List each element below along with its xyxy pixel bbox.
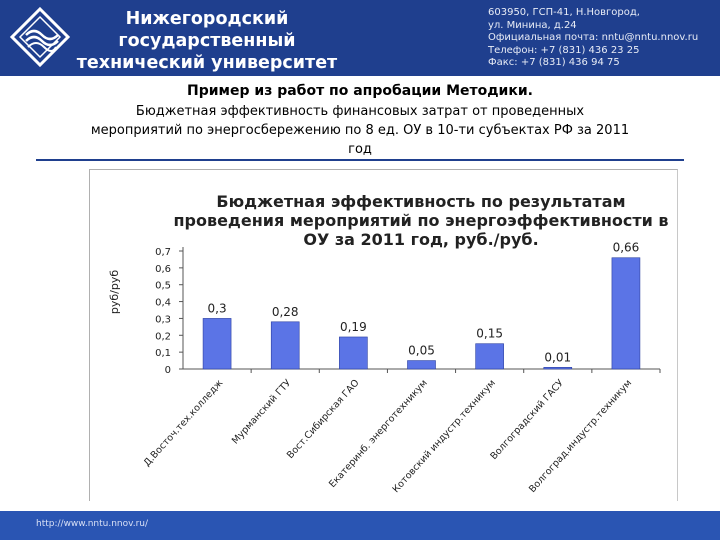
bar (339, 336, 368, 370)
y-tick-label: 0,4 (155, 298, 171, 309)
y-tick-label: 0,2 (155, 331, 171, 342)
chart-frame (89, 169, 678, 501)
x-tick-label: Д.Восточ.тех.колледж (142, 377, 226, 468)
bar-value-label: 0,3 (208, 301, 227, 315)
y-tick-label: 0,6 (155, 264, 171, 275)
slide-title-block: Пример из работ по апробации Методики. Б… (20, 82, 700, 159)
bar (270, 321, 300, 370)
y-axis-label: руб/руб (108, 270, 121, 314)
header-banner: Нижегородский государственный технически… (0, 0, 720, 95)
bar-value-label: 0,28 (272, 305, 299, 319)
bar (407, 360, 436, 370)
title-divider (36, 159, 684, 161)
bar-value-label: 0,15 (476, 327, 503, 341)
slide-subtitle-line: год (348, 142, 372, 157)
bar-value-label: 0,05 (408, 344, 435, 358)
y-tick-label: 0,7 (155, 247, 171, 258)
bar-value-label: 0,66 (613, 241, 640, 255)
slide-subtitle: Бюджетная эффективность финансовых затра… (20, 102, 700, 159)
bar (543, 367, 573, 370)
bar (475, 343, 504, 370)
x-tick-label: Вост.Сибирская ГАО (285, 378, 362, 461)
y-tick-label: 0,1 (155, 348, 171, 359)
x-tick-label: Волгоградский ГАСУ (488, 377, 566, 462)
bar (202, 318, 232, 370)
x-tick-label: Мурманский ГТУ (230, 377, 294, 446)
y-tick-label: 0,5 (155, 281, 171, 292)
contact-street: ул. Минина, д.24 (488, 19, 577, 31)
contact-address: 603950, ГСП-41, Н.Новгород, (488, 7, 640, 18)
chart-title-line: проведения мероприятий по энергоэффектив… (173, 211, 668, 230)
bar-value-label: 0,01 (544, 350, 571, 364)
slide-subtitle-line: Бюджетная эффективность финансовых затра… (135, 104, 585, 119)
university-name-line: Нижегородский государственный (118, 9, 296, 51)
university-name-line: им. Р.Е. Алексеева (111, 75, 303, 95)
bar (611, 257, 641, 370)
contact-phone: Телефон: +7 (831) 436 23 25 (488, 44, 640, 56)
chart-title-line: Бюджетная эффективность по результатам (216, 192, 625, 211)
slide-subtitle-line: мероприятий по энергосбережению по 8 ед.… (90, 123, 630, 138)
bar-value-label: 0,19 (340, 320, 367, 334)
university-name: Нижегородский государственный технически… (72, 8, 342, 96)
contact-info: 603950, ГСП-41, Н.Новгород, ул. Минина, … (488, 7, 698, 70)
university-name-line: технический университет (76, 53, 338, 73)
slide-title: Пример из работ по апробации Методики. (187, 83, 533, 99)
contact-email: Официальная почта: nntu@nntu.nnov.ru (488, 32, 699, 43)
university-logo-icon (9, 6, 71, 68)
y-tick-label: 0 (165, 365, 171, 376)
y-tick-label: 0,3 (155, 314, 171, 325)
chart-title-line: ОУ за 2011 год, руб./руб. (303, 230, 538, 249)
contact-fax: Факс: +7 (831) 436 94 75 (488, 57, 620, 68)
footer-bar: http://www.nntu.nnov.ru/ (0, 511, 720, 540)
footer-url-link[interactable]: http://www.nntu.nnov.ru/ (36, 519, 149, 529)
